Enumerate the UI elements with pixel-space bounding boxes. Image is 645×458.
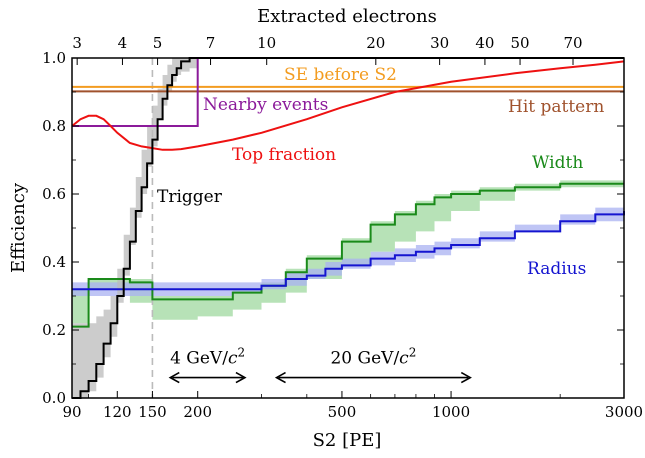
top-tick-label: 30 (430, 34, 449, 52)
x-tick-label: 1000 (432, 403, 470, 421)
label-hit-pattern: Hit pattern (508, 97, 604, 117)
mass-arrow-head-right (460, 371, 472, 384)
mass-label-var: c (399, 349, 409, 369)
y-tick-label: 1.0 (42, 49, 66, 67)
series-lines (71, 57, 625, 399)
mass-label-value: 20 GeV/ (330, 349, 399, 369)
mass-arrow-head-left (168, 371, 180, 384)
y-tick-label: 0.4 (42, 253, 66, 271)
x-tick-label: 150 (138, 403, 167, 421)
top-tick-label: 7 (206, 34, 216, 52)
x-tick-label: 200 (183, 403, 212, 421)
label-nearby-events: Nearby events (203, 95, 328, 115)
mass-label-exponent: 2 (409, 346, 417, 360)
mass-label-exponent: 2 (237, 346, 245, 360)
top-tick-label: 20 (366, 34, 385, 52)
top-tick-label: 4 (118, 34, 128, 52)
series-trigger (72, 57, 624, 399)
label-se-before-s2: SE before S2 (284, 65, 397, 85)
x-axis-label: S2 [PE] (313, 430, 382, 451)
mass-label-value: 4 GeV/ (170, 349, 228, 369)
label-width: Width (532, 153, 583, 173)
y-tick-label: 0.6 (42, 185, 66, 203)
y-tick-label: 0.8 (42, 117, 66, 135)
series-labels: SE before S2 Hit pattern Nearby events T… (157, 65, 604, 279)
y-tick-label: 0.0 (42, 389, 66, 407)
mass-label: 20 GeV/c2 (330, 346, 416, 369)
uncertainty-bands (72, 58, 624, 398)
series-width (72, 182, 624, 328)
top-axis-label: Extracted electrons (257, 6, 437, 27)
band-width (72, 180, 624, 330)
top-tick-label: 50 (511, 34, 530, 52)
axis-ticks: 90 120 150 200 500 1000 3000 0.0 0.2 0.4 0.6 0.8 1.0… (42, 34, 643, 421)
band-radius (72, 204, 624, 296)
top-tick-label: 40 (475, 34, 494, 52)
label-top-fraction: Top fraction (232, 145, 336, 165)
mass-annotations: 4 GeV/c2 20 GeV/c2 (168, 346, 472, 384)
mass-label-var: c (228, 349, 238, 369)
x-tick-label: 3000 (605, 403, 643, 421)
y-tick-label: 0.2 (42, 321, 66, 339)
label-trigger: Trigger (157, 187, 223, 207)
x-tick-label: 120 (103, 403, 132, 421)
top-tick-label: 3 (72, 34, 82, 52)
label-radius: Radius (527, 259, 586, 279)
x-tick-label: 90 (62, 403, 81, 421)
mass-arrow-head-left (274, 371, 286, 384)
x-tick-label: 500 (328, 403, 357, 421)
top-tick-label: 5 (153, 34, 163, 52)
mass-label: 4 GeV/c2 (170, 346, 245, 369)
top-tick-label: 10 (257, 34, 276, 52)
y-axis-label: Efficiency (8, 182, 29, 273)
top-tick-label: 70 (563, 34, 582, 52)
series-radius (72, 211, 625, 291)
mass-arrow-head-right (235, 371, 247, 384)
series-top-fraction (71, 60, 625, 151)
